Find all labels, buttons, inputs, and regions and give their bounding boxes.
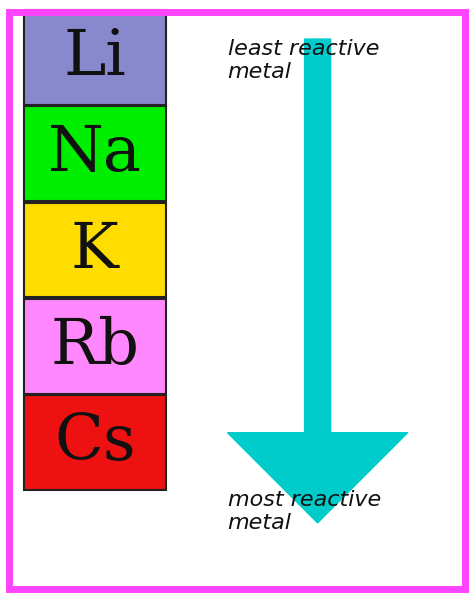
Text: least reactive
metal: least reactive metal (228, 39, 379, 82)
Text: Na: Na (48, 123, 142, 185)
Text: Rb: Rb (50, 316, 139, 377)
Text: Cs: Cs (54, 412, 136, 473)
Bar (24, 203, 166, 297)
Text: Li: Li (64, 27, 126, 88)
Bar (24, 10, 166, 105)
Bar (24, 106, 166, 201)
Polygon shape (228, 39, 408, 523)
Bar (24, 299, 166, 394)
Text: most reactive
metal: most reactive metal (228, 490, 381, 533)
Bar (24, 395, 166, 490)
Text: K: K (71, 219, 118, 281)
